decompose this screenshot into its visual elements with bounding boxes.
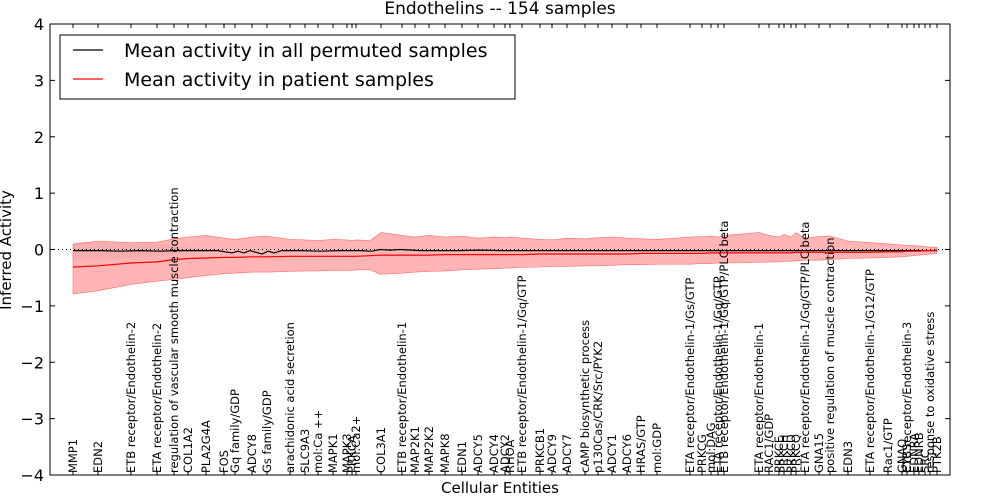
x-tick-label: ETA receptor/Endothelin-1/G12/GTP — [863, 269, 877, 473]
x-tick-label: GNA15 — [812, 433, 826, 473]
x-tick-label: cAMP biosynthetic process — [578, 320, 592, 473]
x-tick-label: MAP2K1 — [408, 426, 422, 473]
y-axis: −4 −3 −2 −1 0 1 2 3 4 — [20, 15, 950, 485]
legend: Mean activity in all permuted samples Me… — [59, 34, 516, 100]
x-tick-label: ADCY4 — [487, 434, 501, 473]
y-tick-label: −4 — [20, 466, 44, 485]
x-tick-label: MAP2K2 — [422, 426, 436, 473]
x-tick-label: RHOA — [503, 440, 517, 473]
x-tick-label: ADCY5 — [471, 434, 485, 473]
x-tick-label: arachidonic acid secretion — [283, 322, 297, 473]
x-tick-label: MAPK1 — [326, 433, 340, 473]
x-tick-label: EDNRB — [912, 432, 926, 473]
x-tick-label: ADCY6 — [620, 434, 634, 473]
y-tick-label: −1 — [20, 297, 44, 316]
x-tick-label: ETB receptor/Endothelin-1/Gq/GTP/PLC bet… — [717, 221, 731, 473]
x-tick-label: ETA receptor/Endothelin-1 — [752, 323, 766, 473]
x-tick-label: COL1A2 — [181, 427, 195, 473]
patient-band — [72, 232, 938, 295]
x-tick-label: positive regulation of muscle contractio… — [823, 237, 837, 473]
x-tick-label: COL3A1 — [374, 427, 388, 473]
x-tick-label: FOS — [217, 450, 231, 473]
x-tick-label: ETB receptor/Endothelin-1/Gq/GTP — [515, 275, 529, 473]
x-tick-label: PRKCG — [695, 434, 709, 473]
x-tick-label: mol:GDP — [650, 423, 664, 473]
y-tick-label: −3 — [20, 410, 44, 429]
x-tick-label: regulation of vascular smooth muscle con… — [167, 187, 181, 473]
x-axis-label: Cellular Entities — [441, 479, 559, 497]
x-tick-label: EDN1 — [455, 441, 469, 473]
x-tick-label: Gq family/GDP — [228, 389, 242, 473]
x-tick-label: HRAS/GTP — [634, 415, 648, 473]
x-axis: MMP1 EDN2 ETB receptor/Endothelin-2 ETA rec… — [66, 24, 944, 475]
x-tick-label: MMP1 — [66, 439, 80, 473]
x-tick-label: PLA2G4A — [199, 420, 213, 473]
series-line-patient — [72, 249, 938, 268]
x-tick-label: EDN2 — [91, 441, 105, 473]
x-tick-label: Rac1/GTP — [881, 418, 895, 473]
y-tick-label: 2 — [34, 128, 44, 147]
x-tick-label: ADCY2 — [498, 434, 512, 473]
x-tick-label: ETA receptor/Endothelin-1/Gs/GTP — [683, 278, 697, 473]
y-tick-label: 3 — [34, 71, 44, 90]
x-tick-label: RAC1/GDP — [762, 414, 776, 473]
chart-title: Endothelins -- 154 samples — [384, 0, 615, 19]
series-line-permuted — [73, 248, 937, 255]
plot-area — [50, 232, 950, 295]
x-tick-label: ADCY7 — [560, 434, 574, 473]
y-tick-label: −2 — [20, 353, 44, 372]
x-tick-label: p130Cas/CRK/Src/PYK2 — [591, 341, 605, 473]
y-tick-label: 4 — [34, 15, 44, 34]
x-tick-label: mol:Ca ++ — [311, 410, 325, 473]
x-tick-label: mol:Ca2+ — [349, 416, 363, 473]
legend-label-patient: Mean activity in patient samples — [124, 69, 434, 91]
y-tick-label: 0 — [34, 241, 44, 260]
x-tick-label: ETB receptor/Endothelin-3 — [900, 322, 914, 473]
x-tick-label: ETA receptor/Endothelin-1/Gq/GTP/PLC bet… — [798, 222, 812, 473]
legend-label-permuted: Mean activity in all permuted samples — [124, 40, 487, 62]
x-tick-label: PRKCA — [345, 435, 359, 473]
x-tick-label: PRKCE — [772, 436, 786, 473]
legend-box — [59, 34, 516, 100]
x-tick-label: EDN3 — [841, 441, 855, 473]
x-tick-label: MAPK3 — [340, 433, 354, 473]
x-tick-label: ETB receptor/Endothelin-1 — [395, 322, 409, 473]
x-tick-label: mol:DAG — [704, 422, 718, 473]
x-tick-label: response to oxidative stress — [923, 312, 937, 473]
y-axis-label: Inferred Activity — [0, 190, 15, 310]
x-tick-label: ADCY8 — [245, 434, 259, 473]
x-tick-label: PRKCQ — [789, 434, 803, 473]
x-tick-label: ETA receptor/Endothelin-2 — [150, 323, 164, 473]
x-tick-label: Gs family/GDP — [260, 390, 274, 473]
x-tick-label: ETA receptor/Endothelin-1/Gq/GTP — [711, 276, 725, 473]
x-tick-label: ETB receptor/Endothelin-2 — [124, 322, 138, 473]
x-tick-label: PRKCB1 — [533, 428, 547, 473]
x-tick-label: ADCY9 — [545, 434, 559, 473]
x-tick-label: PRKCH — [777, 434, 791, 473]
y-tick-label: 1 — [34, 184, 44, 203]
x-tick-label: GNAQ — [895, 439, 909, 473]
x-tick-label: SRC — [918, 450, 932, 473]
x-tick-label: PTK2B — [930, 436, 944, 473]
x-tick-label: PRKCD — [784, 434, 798, 473]
x-tick-label: MAPK8 — [438, 433, 452, 473]
x-tick-label: EDNRA — [907, 433, 921, 473]
x-tick-label: SLC9A3 — [298, 429, 312, 473]
x-tick-label: CYCS — [900, 443, 914, 473]
x-tick-label: ADCY1 — [605, 434, 619, 473]
